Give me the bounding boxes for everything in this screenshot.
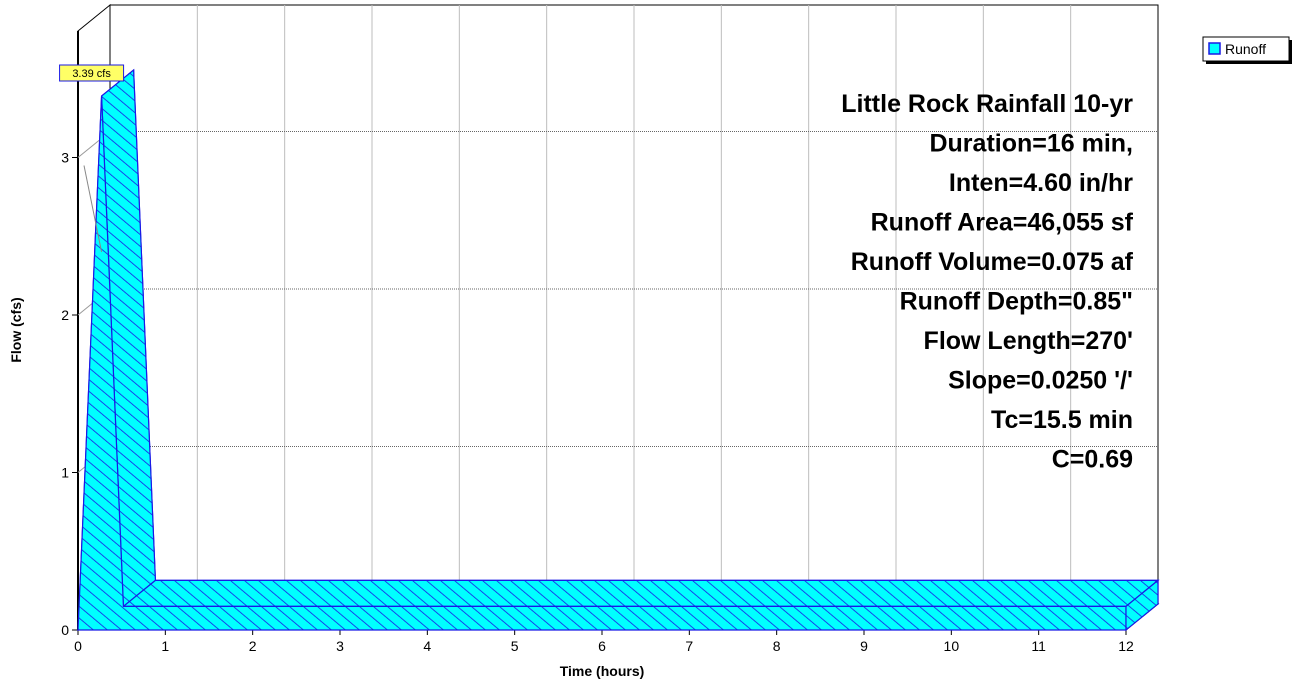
legend-label: Runoff [1225, 41, 1266, 57]
runoff-front-face [77, 96, 1127, 631]
peak-label: 3.39 cfs [72, 68, 111, 80]
info-line: Runoff Volume=0.075 af [851, 248, 1134, 276]
peak-leader-line [83, 165, 103, 253]
legend-swatch [1208, 42, 1221, 55]
y-tick-label: 2 [61, 307, 69, 323]
x-axis-ticks: 0 1 2 3 4 5 6 7 8 9 10 11 12 [74, 630, 1134, 654]
x-tick-label: 12 [1118, 638, 1134, 654]
x-tick-label: 6 [598, 638, 606, 654]
x-tick-label: 0 [74, 638, 82, 654]
runoff-info-block: Little Rock Rainfall 10-yr Duration=16 mi… [841, 90, 1133, 474]
info-line: Duration=16 min, [929, 130, 1133, 158]
y-tick-label: 0 [61, 622, 69, 638]
info-line: Flow Length=270' [924, 327, 1133, 355]
x-tick-label: 9 [860, 638, 868, 654]
x-tick-label: 10 [944, 638, 960, 654]
legend: Runoff [1202, 36, 1292, 64]
x-tick-label: 1 [161, 638, 169, 654]
y-axis-title: Flow (cfs) [8, 297, 24, 362]
info-line: Runoff Depth=0.85" [900, 288, 1133, 316]
y-tick-label: 1 [61, 465, 69, 481]
info-line: Inten=4.60 in/hr [949, 169, 1133, 197]
x-tick-label: 11 [1031, 638, 1046, 654]
x-axis-title: Time (hours) [560, 663, 645, 679]
peak-label-box [59, 64, 125, 82]
x-tick-label: 8 [773, 638, 781, 654]
y-tick-label: 3 [61, 150, 69, 166]
runoff-end-face [1125, 579, 1159, 632]
x-tick-label: 4 [423, 638, 431, 654]
info-line: Runoff Area=46,055 sf [871, 209, 1134, 237]
x-tick-label: 7 [685, 638, 693, 654]
info-line: C=0.69 [1052, 446, 1133, 474]
info-line: Tc=15.5 min [991, 406, 1133, 434]
y-axis-ticks: 0 1 2 3 [61, 150, 78, 638]
x-tick-label: 5 [511, 638, 519, 654]
info-line: Little Rock Rainfall 10-yr [841, 90, 1133, 118]
peak-annotation: 3.39 cfs [59, 64, 125, 253]
runoff-series [77, 68, 1160, 632]
x-tick-label: 2 [249, 638, 257, 654]
x-tick-label: 3 [336, 638, 344, 654]
info-line: Slope=0.0250 '/' [948, 367, 1133, 395]
runoff-top-face [121, 579, 1160, 607]
